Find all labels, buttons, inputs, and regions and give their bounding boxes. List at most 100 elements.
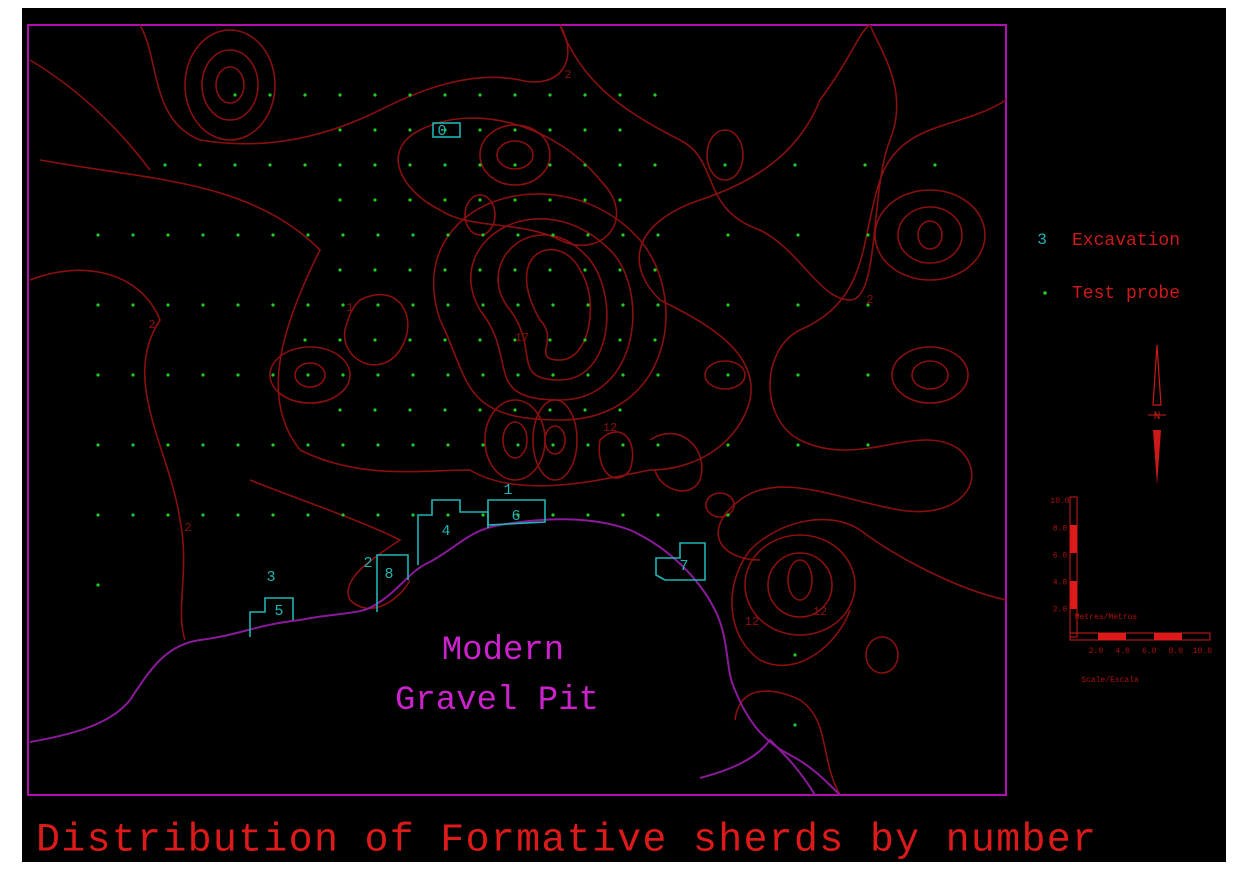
test-probe (516, 303, 520, 307)
test-probe (478, 93, 482, 97)
test-probe (408, 338, 412, 342)
test-probe (306, 373, 310, 377)
test-probe (548, 163, 552, 167)
scale-segment (1098, 633, 1126, 640)
north-arrow: N (1148, 344, 1166, 485)
test-probe (376, 303, 380, 307)
test-probe (131, 513, 135, 517)
excavation-label: 2 (363, 555, 372, 572)
test-probe (548, 93, 552, 97)
test-probe (306, 443, 310, 447)
test-probe (516, 443, 520, 447)
test-probe (583, 268, 587, 272)
test-probe (303, 163, 307, 167)
test-probe (481, 443, 485, 447)
test-probe (411, 513, 415, 517)
scale-frame (1069, 496, 1078, 638)
gravel-pit-boundary (29, 518, 841, 796)
test-probe (411, 443, 415, 447)
contour (184, 29, 276, 141)
contour (432, 193, 667, 421)
scale-bar: Metres/Metros Scale/Escala 10.0 2.0 8.0 4.0… (1050, 496, 1212, 685)
test-probe (163, 163, 167, 167)
contour (294, 362, 326, 388)
test-probe (338, 408, 342, 412)
excavations: 0 1 6 4 2 8 3 5 7 (249, 122, 706, 637)
contour-label: 12 (813, 605, 827, 619)
test-probe (793, 723, 797, 727)
test-probe (653, 338, 657, 342)
test-probe (306, 233, 310, 237)
test-probe (516, 233, 520, 237)
test-probe (166, 443, 170, 447)
scale-unit: Metres/Metros (1075, 613, 1138, 622)
test-probe (866, 373, 870, 377)
test-probe (618, 338, 622, 342)
legend-symbol: 3 (1037, 231, 1047, 249)
test-probes (96, 93, 937, 727)
test-probe (796, 443, 800, 447)
test-probe (373, 338, 377, 342)
test-probe (341, 443, 345, 447)
test-probe (446, 443, 450, 447)
map-title: Distribution of Formative sherds by numb… (36, 819, 1096, 864)
test-probe (338, 93, 342, 97)
test-probe (513, 408, 517, 412)
test-probe (513, 93, 517, 97)
contour (343, 293, 409, 366)
test-probe (236, 303, 240, 307)
scale-tick-label: 8.0 (1169, 647, 1184, 656)
excavation-unit (249, 597, 294, 637)
test-probe (271, 443, 275, 447)
test-probe (411, 303, 415, 307)
contour (544, 425, 566, 455)
contour (704, 360, 746, 390)
gravel-pit-boundary (699, 738, 816, 796)
test-probe (618, 93, 622, 97)
excavation-unit (376, 554, 409, 612)
scale-tick-label: 4.0 (1053, 579, 1068, 588)
contour-label: 2 (564, 68, 571, 82)
test-probe (866, 233, 870, 237)
test-probe (726, 443, 730, 447)
test-probe (373, 268, 377, 272)
test-probe (338, 338, 342, 342)
test-probe (481, 303, 485, 307)
test-probe (866, 443, 870, 447)
contour (269, 346, 351, 404)
excavation-label: 1 (503, 482, 512, 499)
test-probe (236, 373, 240, 377)
scale-frame (1069, 632, 1211, 641)
contour (201, 49, 259, 121)
test-probe (271, 373, 275, 377)
test-probe (618, 198, 622, 202)
test-probe (653, 163, 657, 167)
test-probe (618, 408, 622, 412)
test-probe (201, 233, 205, 237)
scale-caption: Scale/Escala (1081, 676, 1139, 685)
test-probe (408, 198, 412, 202)
test-probe (131, 443, 135, 447)
scale-segment (1154, 633, 1182, 640)
test-probe (446, 233, 450, 237)
contour (598, 431, 634, 479)
test-probe (548, 268, 552, 272)
contours (29, 24, 1007, 796)
contour (717, 99, 1007, 561)
test-probe (513, 338, 517, 342)
contour-label: 12 (603, 421, 617, 435)
contour (911, 360, 949, 390)
scale-tick-label: 10.0 (1050, 497, 1069, 506)
test-probe (198, 163, 202, 167)
test-probe (621, 513, 625, 517)
test-probe (271, 513, 275, 517)
test-probe (201, 303, 205, 307)
contour (787, 559, 813, 601)
test-probe (548, 128, 552, 132)
contour (897, 206, 963, 264)
test-probe (618, 163, 622, 167)
contour (559, 24, 898, 301)
test-probe (516, 373, 520, 377)
test-probe (478, 128, 482, 132)
test-probe (131, 233, 135, 237)
